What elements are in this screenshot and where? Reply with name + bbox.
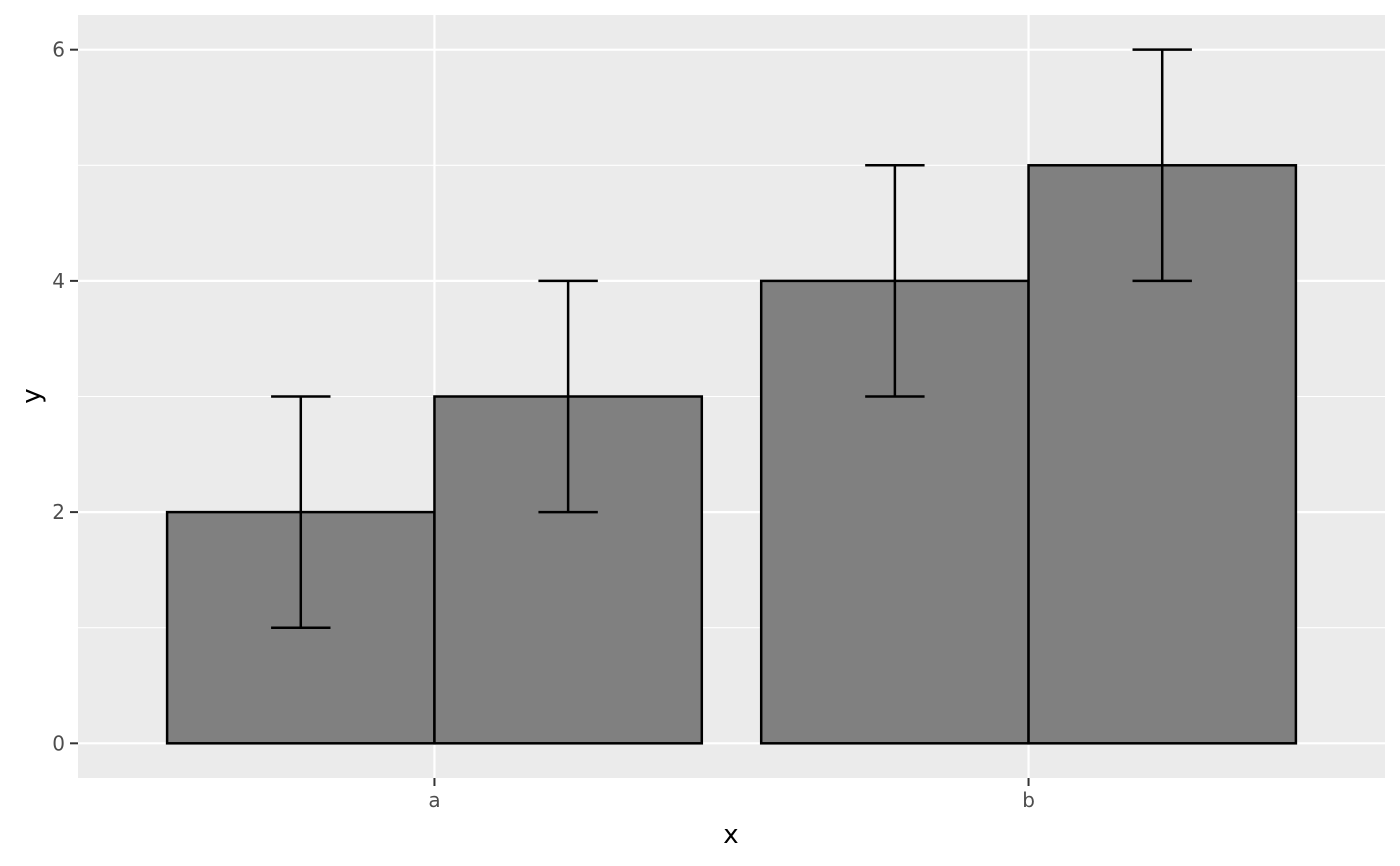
y-axis-title: y: [17, 388, 47, 403]
error-bar: [538, 279, 598, 514]
y-tick-label: 0: [52, 731, 65, 755]
y-axis: 0 2 4 6: [52, 38, 78, 755]
error-bar: [1132, 48, 1192, 283]
x-tick-label: a: [428, 788, 440, 812]
error-bar: [865, 164, 925, 398]
x-tick-label: b: [1022, 788, 1035, 812]
error-bar: [271, 395, 331, 629]
x-axis-title: x: [723, 820, 738, 850]
error-bars: [271, 48, 1192, 629]
y-tick-label: 2: [52, 500, 65, 524]
y-tick-label: 6: [52, 38, 65, 62]
y-tick-label: 4: [52, 269, 65, 293]
